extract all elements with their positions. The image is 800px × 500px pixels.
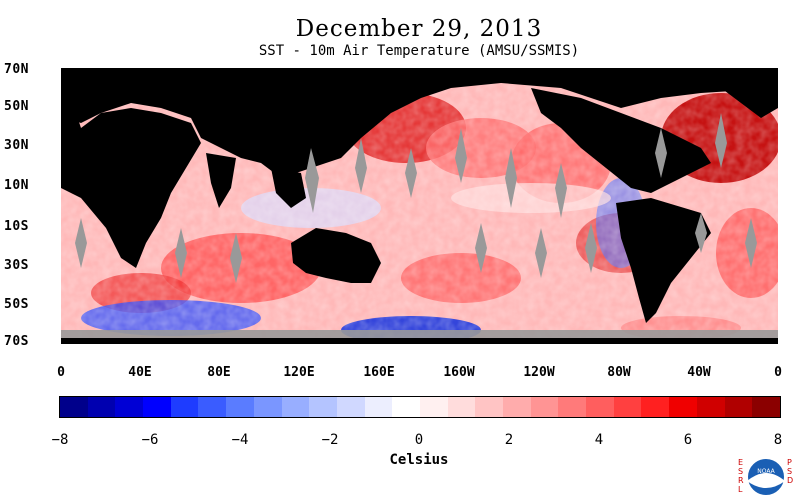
australia-land bbox=[291, 228, 381, 283]
gap-swath bbox=[475, 223, 487, 273]
logo-letter: L bbox=[738, 485, 743, 494]
eurasia-land bbox=[61, 68, 778, 178]
colorbar-swatch bbox=[226, 397, 254, 417]
colorbar-tick-label: −8 bbox=[51, 432, 69, 448]
lat-label-30s: 30S bbox=[4, 258, 29, 273]
lat-label-30n: 30N bbox=[4, 138, 29, 153]
colorbar-swatch bbox=[115, 397, 144, 417]
colorbar-swatch bbox=[336, 397, 365, 417]
gap-swath bbox=[655, 128, 667, 178]
colorbar-swatch bbox=[696, 397, 725, 417]
colorbar-swatch bbox=[253, 397, 282, 417]
colorbar-swatch bbox=[60, 397, 88, 417]
gap-swath bbox=[405, 148, 417, 198]
logo-letter: E bbox=[738, 458, 744, 467]
colorbar bbox=[59, 396, 781, 418]
lon-label-0: 0 bbox=[57, 365, 65, 380]
colorbar-swatch bbox=[198, 397, 227, 417]
colorbar-swatch bbox=[530, 397, 559, 417]
colorbar-swatch bbox=[364, 397, 393, 417]
logo-letter: S bbox=[738, 467, 744, 476]
sst-anomaly-map bbox=[61, 68, 786, 344]
lon-label-120e: 120E bbox=[283, 365, 315, 380]
colorbar-tick-label: 2 bbox=[504, 432, 514, 448]
lon-label-80w: 80W bbox=[607, 365, 631, 380]
colorbar-swatch bbox=[419, 397, 448, 417]
colorbar-swatch bbox=[724, 397, 753, 417]
africa-land bbox=[61, 68, 201, 268]
colorbar-swatch bbox=[669, 397, 697, 417]
colorbar-tick-label: 6 bbox=[683, 432, 693, 448]
lon-label-160w: 160W bbox=[443, 365, 475, 380]
colorbar-tick-label: −6 bbox=[141, 432, 159, 448]
logo-letter: D bbox=[787, 476, 794, 485]
gap-swath bbox=[535, 228, 547, 278]
land-masses bbox=[61, 68, 778, 344]
colorbar-swatch bbox=[281, 397, 310, 417]
colorbar-swatch bbox=[503, 397, 531, 417]
gap-swath bbox=[75, 218, 87, 268]
greenland-land bbox=[701, 68, 778, 118]
gap-swath bbox=[505, 148, 517, 208]
colorbar-tick-label: 4 bbox=[594, 432, 604, 448]
lon-label-40e: 40E bbox=[128, 365, 152, 380]
gap-swath bbox=[355, 138, 367, 193]
sea-ice-edge bbox=[61, 330, 778, 338]
gap-swath bbox=[175, 228, 187, 278]
gap-swath bbox=[585, 223, 597, 273]
colorbar-swatch bbox=[170, 397, 199, 417]
logo-letter: P bbox=[787, 458, 792, 467]
lon-label-80e: 80E bbox=[207, 365, 231, 380]
gap-swath bbox=[745, 218, 757, 268]
noaa-logo-bird bbox=[747, 473, 785, 488]
gap-swath bbox=[455, 128, 467, 183]
colorbar-swatch bbox=[87, 397, 116, 417]
colorbar-swatch bbox=[752, 397, 780, 417]
logo-letter: S bbox=[787, 467, 793, 476]
lat-label-10n: 10N bbox=[4, 178, 29, 193]
lat-label-50s: 50S bbox=[4, 297, 29, 312]
map-title: December 29, 2013 bbox=[295, 16, 543, 42]
colorbar-swatch bbox=[475, 397, 503, 417]
noaa-logo: NOAA bbox=[746, 457, 786, 497]
colorbar-tick-label: −4 bbox=[231, 432, 249, 448]
colorbar-swatch bbox=[641, 397, 670, 417]
lon-label-0-right: 0 bbox=[774, 365, 782, 380]
india-land bbox=[206, 153, 236, 208]
gap-swath bbox=[715, 113, 727, 168]
gap-swath bbox=[695, 213, 707, 253]
colorbar-tick-label: 0 bbox=[414, 432, 424, 448]
map-subtitle: SST - 10m Air Temperature (AMSU/SSMIS) bbox=[258, 43, 580, 59]
colorbar-unit-label: Celsius bbox=[389, 452, 449, 468]
lat-label-50n: 50N bbox=[4, 99, 29, 114]
lon-label-160e: 160E bbox=[363, 365, 395, 380]
colorbar-tick-label: −2 bbox=[321, 432, 339, 448]
southeast-asia-land bbox=[271, 168, 306, 208]
lon-label-40w: 40W bbox=[687, 365, 711, 380]
gap-swath bbox=[230, 233, 242, 283]
colorbar-swatch bbox=[586, 397, 614, 417]
colorbar-swatch bbox=[447, 397, 476, 417]
map-svg bbox=[61, 68, 786, 344]
south-america-land bbox=[616, 198, 711, 323]
lat-label-70n: 70N bbox=[4, 62, 29, 77]
colorbar-swatch bbox=[613, 397, 642, 417]
lon-label-120w: 120W bbox=[523, 365, 555, 380]
lat-label-10s: 10S bbox=[4, 219, 29, 234]
colorbar-swatch bbox=[392, 397, 420, 417]
colorbar-swatch bbox=[143, 397, 171, 417]
ice-and-gaps bbox=[61, 113, 778, 338]
gap-swath bbox=[555, 163, 567, 218]
colorbar-swatch bbox=[558, 397, 587, 417]
north-america-land bbox=[531, 88, 711, 193]
antarctica-land bbox=[61, 338, 778, 344]
lat-label-70s: 70S bbox=[4, 334, 29, 349]
logo-letter: R bbox=[738, 476, 744, 485]
colorbar-tick-label: 8 bbox=[773, 432, 783, 448]
gap-swath bbox=[305, 148, 319, 213]
noaa-logo-text: NOAA bbox=[757, 468, 775, 475]
colorbar-swatch bbox=[309, 397, 337, 417]
